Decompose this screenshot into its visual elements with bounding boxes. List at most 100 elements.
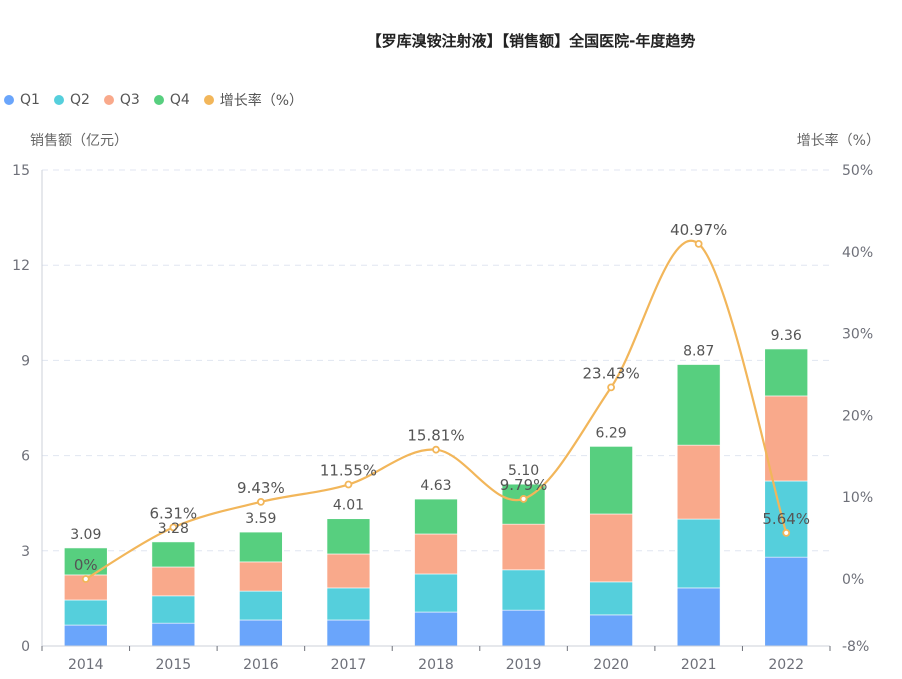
growth-label-2017: 11.55%	[320, 462, 377, 480]
total-label-2022: 9.36	[771, 328, 802, 344]
bar-q3-2021	[676, 444, 721, 520]
x-tick-label: 2017	[331, 657, 367, 673]
y2-tick-label: 0%	[842, 572, 864, 588]
y-tick-label: 3	[21, 544, 30, 560]
legend: Q1 Q2 Q3 Q4 增长率（%）	[4, 90, 303, 110]
y-tick-label: 15	[12, 163, 30, 179]
bar-q1-2019	[501, 609, 546, 647]
bar-series	[64, 348, 808, 647]
total-label-2017: 4.01	[333, 498, 364, 514]
total-label-2016: 3.59	[245, 511, 276, 527]
x-tick-label: 2020	[593, 657, 629, 673]
bar-q3-2015	[151, 566, 196, 597]
data-labels: 3.09 3.28 3.59 4.01 4.63 5.10 6.29 8.87 9.36 0% 6.…	[70, 221, 810, 574]
y2-tick-label: 20%	[842, 408, 873, 424]
y2-tick-label: 10%	[842, 490, 873, 506]
x-tick-label: 2021	[681, 657, 717, 673]
growth-label-2020: 23.43%	[583, 364, 640, 382]
y-axis-title: 销售额（亿元）	[30, 133, 128, 149]
growth-point-2014	[81, 575, 90, 583]
bar-q2-2020	[589, 581, 633, 616]
growth-point-2016	[256, 497, 265, 506]
growth-point-2022	[782, 528, 791, 537]
bar-q4-2020	[589, 446, 633, 515]
y-tick-label: 6	[21, 449, 30, 465]
bar-q2-2021	[676, 518, 721, 589]
y-tick-label: 12	[12, 258, 30, 274]
bar-q3-2016	[239, 561, 283, 592]
total-label-2014: 3.09	[70, 527, 101, 543]
bar-q1-2016	[239, 619, 283, 647]
growth-point-2017	[344, 480, 353, 489]
chart-title: 【罗库溴铵注射液】【销售额】全国医院-年度趋势	[366, 32, 696, 50]
bar-q1-2017	[326, 619, 371, 647]
legend-marker-q1	[4, 95, 14, 105]
y-tick-label: 9	[21, 353, 30, 369]
bar-q3-2022	[764, 395, 808, 482]
total-label-2021: 8.87	[683, 344, 714, 360]
total-label-2015: 3.28	[158, 521, 189, 537]
y2-tick-label: 30%	[842, 327, 873, 343]
x-tick-label: 2019	[506, 657, 542, 673]
bar-q4-2014	[64, 547, 108, 576]
bar-q4-2022	[764, 348, 808, 397]
x-tick-label: 2015	[156, 657, 192, 673]
bar-q4-2021	[676, 364, 721, 446]
legend-label-q2: Q2	[69, 92, 90, 108]
y2-tick-label: 50%	[842, 163, 873, 179]
bar-q1-2018	[414, 611, 458, 647]
total-label-2019: 5.10	[508, 463, 539, 479]
legend-item-q1[interactable]: Q1	[4, 92, 40, 108]
growth-label-2015: 6.31%	[150, 504, 198, 522]
y2-axis-title: 增长率（%）	[796, 133, 880, 149]
bar-q2-2017	[326, 587, 371, 621]
bar-q3-2017	[326, 553, 371, 589]
total-label-2018: 4.63	[420, 478, 451, 494]
bar-q1-2021	[676, 587, 721, 647]
x-tick-label: 2018	[418, 657, 454, 673]
x-tick-label: 2022	[768, 657, 804, 673]
growth-label-2014: 0%	[74, 556, 98, 574]
bar-q3-2019	[501, 523, 546, 571]
growth-point-2015	[169, 523, 178, 532]
legend-marker-q2	[53, 95, 64, 105]
growth-label-2022: 5.64%	[762, 510, 810, 528]
legend-label-q3: Q3	[119, 92, 140, 108]
bar-q4-2016	[239, 531, 283, 563]
legend-item-growth[interactable]: 增长率（%）	[203, 90, 304, 110]
y-tick-label: 0	[21, 639, 30, 655]
bar-q3-2020	[589, 513, 633, 583]
growth-point-2021	[694, 239, 703, 248]
bar-q4-2017	[326, 518, 371, 555]
legend-marker-q3	[103, 95, 114, 105]
x-tick-label: 2014	[68, 657, 104, 673]
bar-q1-2015	[151, 622, 196, 647]
bar-q1-2020	[589, 614, 633, 647]
bar-q2-2022	[764, 480, 808, 558]
legend-marker-growth	[203, 95, 214, 105]
bar-q1-2022	[764, 556, 808, 647]
total-label-2020: 6.29	[596, 425, 627, 441]
bar-q1-2014	[64, 624, 108, 647]
legend-item-q2[interactable]: Q2	[53, 92, 90, 108]
growth-point-2018	[432, 445, 440, 454]
growth-label-2021: 40.97%	[670, 221, 727, 239]
bar-q2-2019	[501, 569, 546, 611]
y2-tick-label: 40%	[842, 245, 873, 261]
legend-label-growth: 增长率（%）	[219, 93, 304, 109]
legend-item-q3[interactable]: Q3	[103, 92, 140, 108]
bar-q2-2015	[151, 595, 196, 624]
x-tick-label: 2016	[243, 657, 279, 673]
bar-q2-2018	[414, 573, 458, 613]
bar-q2-2014	[64, 599, 108, 626]
y2-tick-label: -8%	[842, 639, 869, 655]
legend-item-q4[interactable]: Q4	[153, 92, 190, 108]
growth-point-2019	[519, 495, 528, 503]
growth-label-2016: 9.43%	[237, 479, 285, 497]
growth-line-series	[81, 239, 791, 583]
bar-q2-2016	[239, 590, 283, 621]
growth-label-2018: 15.81%	[407, 427, 464, 445]
bar-q3-2018	[414, 533, 458, 575]
legend-marker-q4	[153, 95, 164, 105]
